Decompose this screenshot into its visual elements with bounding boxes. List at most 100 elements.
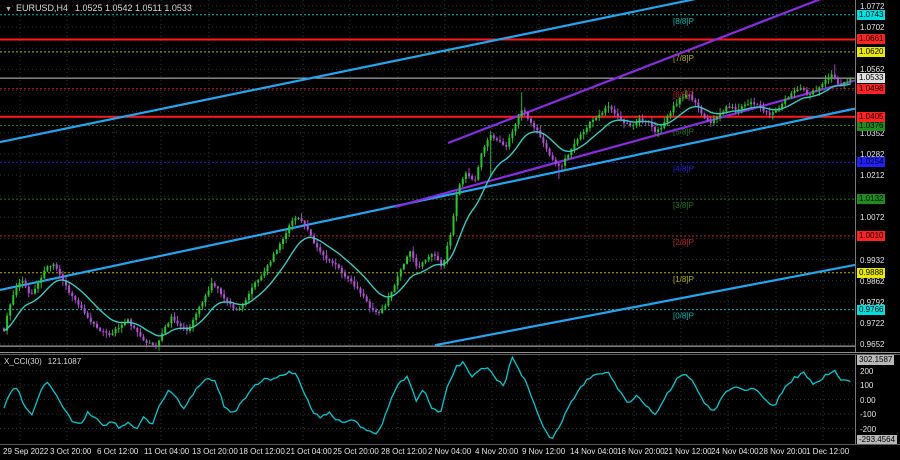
candle-body (347, 276, 350, 279)
candle-body (743, 104, 746, 107)
candle-body (654, 126, 656, 132)
candle-body (523, 110, 526, 113)
indicator-name: X_CCI(30) (4, 357, 42, 366)
candle-body (368, 301, 371, 308)
murrey-level-label: [0/8]P (673, 312, 694, 321)
candle-body (502, 141, 505, 145)
candle-body (384, 305, 387, 309)
symbol-dropdown-icon[interactable]: ▼ (5, 6, 12, 13)
time-axis-label: 21 Nov 12:00 (664, 447, 712, 456)
candle-body (796, 89, 799, 92)
price-axis-label: 1.0072 (860, 213, 885, 223)
price-chart-canvas[interactable]: [8/8]P [7/8]P [6/8]P [5/8]P [4/8]P [3/8]P [2/8… (0, 0, 855, 352)
candle-body (688, 95, 691, 96)
candle-body (179, 323, 182, 327)
candle-body (220, 288, 222, 295)
candle-body (511, 131, 514, 139)
candle-body (176, 320, 179, 324)
price-axis-label: 1.0352 (860, 128, 885, 138)
murrey-level-label: [8/8]P (673, 17, 694, 26)
candle-body (632, 125, 635, 127)
candle-body (771, 112, 774, 115)
trend-line-purple[interactable] (394, 79, 855, 209)
candle-body (657, 129, 660, 132)
candle-body (387, 297, 390, 306)
time-axis-label: 14 Nov 04:00 (570, 447, 618, 456)
candle-body (123, 322, 126, 325)
candle-body (592, 119, 594, 122)
candle-body (195, 313, 198, 320)
candle-body (737, 109, 740, 110)
trend-line-cyan[interactable] (0, 0, 855, 144)
candle-body (421, 262, 424, 267)
candle-body (71, 292, 74, 296)
candle-body (145, 340, 148, 344)
candle-body (678, 97, 681, 105)
candle-body (325, 255, 328, 260)
time-axis[interactable]: 29 Sep 2022 3 Oct 20:00 6 Oct 12:00 11 Oct … (0, 444, 900, 460)
price-axis-label: 0.9722 (860, 318, 885, 328)
candle-body (223, 294, 226, 299)
candle-body (198, 306, 201, 314)
candle-body (371, 307, 374, 311)
trend-line-cyan[interactable] (0, 107, 855, 292)
candle-body (80, 304, 83, 309)
candle-body (508, 138, 511, 147)
candle-body (433, 254, 436, 256)
candle-body (61, 274, 64, 281)
candle-body (812, 90, 815, 95)
candle-body (573, 143, 576, 150)
price-axis-label: 0.9862 (860, 276, 885, 286)
candle-body (672, 105, 675, 113)
candle-body (170, 316, 173, 324)
cci-indicator-canvas[interactable] (0, 355, 855, 443)
candle-body (492, 135, 495, 139)
murrey-level-label: [5/8]P (673, 128, 694, 137)
candle-body (725, 106, 728, 112)
indicator-scale-label: 100 (860, 381, 874, 391)
candle-body (613, 109, 616, 114)
candle-body (666, 116, 669, 123)
chart-title: ▼ EURUSD,H4 1.0525 1.0542 1.0511 1.0533 (5, 3, 192, 13)
candle-body (561, 165, 563, 167)
candle-body (768, 112, 771, 115)
price-axis-label: 1.0282 (860, 149, 885, 159)
candle-body (452, 216, 455, 235)
candle-body (238, 308, 241, 311)
trend-line-cyan[interactable] (434, 263, 855, 347)
time-axis-label: 3 Oct 20:00 (50, 447, 92, 456)
time-axis-label: 24 Nov 04:00 (711, 447, 759, 456)
time-axis-label: 16 Nov 20:00 (617, 447, 665, 456)
candle-body (68, 285, 71, 293)
candle-body (74, 295, 77, 301)
candle-body (694, 99, 697, 103)
price-axis[interactable]: 1.0772 1.0702 1.0562 1.0352 1.0282 1.0212 1.00… (855, 0, 900, 445)
candle-body (117, 327, 120, 330)
candle-body (846, 81, 849, 83)
candle-body (830, 74, 833, 78)
candle-body (204, 295, 207, 303)
candle-body (399, 269, 402, 277)
pane-splitter[interactable] (0, 352, 900, 355)
candle-body (443, 259, 446, 266)
time-axis-label: 2 Nov 04:00 (428, 447, 472, 456)
candle-body (548, 148, 551, 156)
candle-body (821, 83, 824, 88)
candle-body (340, 267, 343, 274)
trend-line-purple[interactable] (447, 0, 855, 145)
candle-body (55, 264, 58, 269)
candle-body (753, 102, 756, 105)
candle-body (173, 316, 176, 321)
indicator-scale-label: -200 (860, 424, 877, 434)
candle-body (446, 245, 449, 260)
candle-body (409, 251, 412, 257)
time-axis-label: 11 Oct 04:00 (144, 447, 190, 456)
murrey-price-badge: 0.9888 (857, 267, 886, 278)
candle-body (530, 118, 532, 123)
candle-body (216, 286, 219, 289)
candle-body (774, 110, 777, 113)
candle-body (77, 300, 80, 305)
candle-body (787, 97, 790, 99)
candle-body (288, 225, 291, 234)
